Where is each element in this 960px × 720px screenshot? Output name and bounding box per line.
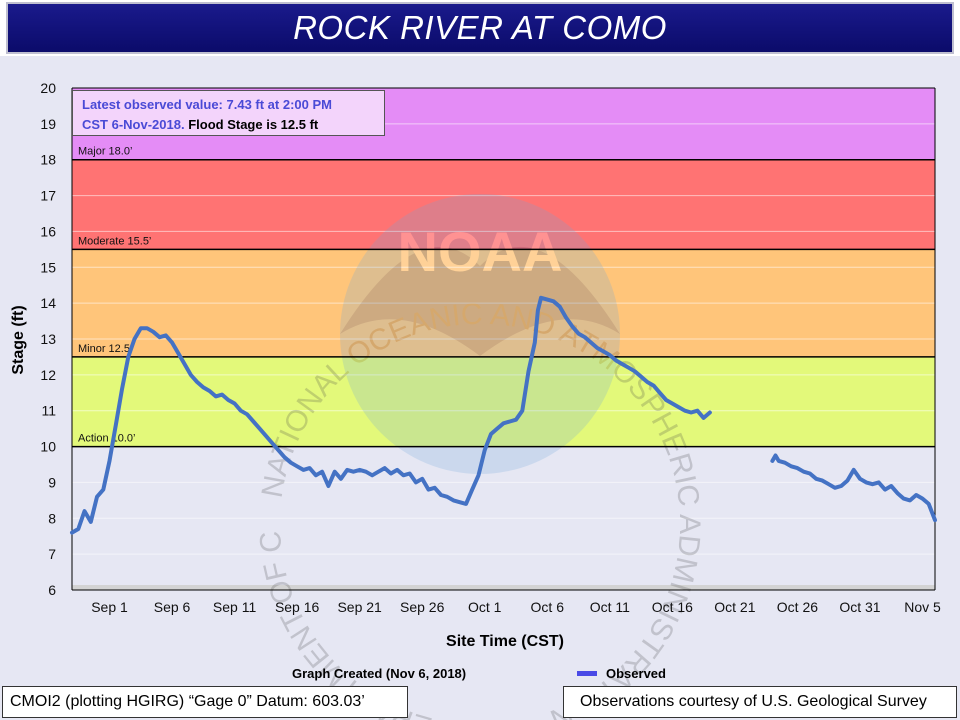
y-tick-label-13: 13 — [40, 331, 56, 347]
y-tick-label-18: 18 — [40, 152, 56, 168]
y-tick-label-19: 19 — [40, 116, 56, 132]
threshold-label-action: Action 10.0’ — [78, 433, 135, 445]
graph-created-label: Graph Created (Nov 6, 2018) — [292, 666, 467, 681]
axes: 6 7 8 9 10 11 12 13 14 15 16 17 18 19 20 Sep 1 Sep 6 Sep … — [40, 80, 941, 615]
threshold-label-minor: Minor 12.5’ — [78, 343, 132, 355]
x-tick-label-sep-21: Sep 21 — [337, 599, 382, 615]
plot-area: NOAA NATIONAL OCEANIC AND ATMOSPHERIC AD… — [0, 56, 960, 720]
noaa-emblem-disc — [340, 194, 620, 474]
axis-bottom-strip — [72, 585, 935, 590]
noaa-logo-text: NOAA — [398, 220, 563, 283]
x-tick-label-oct-1: Oct 1 — [468, 599, 502, 615]
x-tick-label-sep-1: Sep 1 — [91, 599, 128, 615]
observed-series — [70, 295, 937, 535]
x-tick-label-sep-16: Sep 16 — [275, 599, 320, 615]
legend-swatch-observed — [577, 671, 597, 676]
y-tick-label-12: 12 — [40, 367, 56, 383]
observed-line-segment-2 — [770, 453, 937, 523]
x-tick-label-oct-16: Oct 16 — [652, 599, 693, 615]
y-tick-label-20: 20 — [40, 80, 56, 96]
flood-stage-text: Flood Stage is 12.5 ft — [184, 117, 319, 132]
x-tick-label-oct-6: Oct 6 — [531, 599, 565, 615]
threshold-label-moderate: Moderate 15.5’ — [78, 235, 151, 247]
x-axis-label: Site Time (CST) — [446, 633, 564, 650]
y-tick-label-16: 16 — [40, 223, 56, 239]
x-tick-label-sep-26: Sep 26 — [400, 599, 445, 615]
legend-label-observed: Observed — [606, 666, 666, 681]
x-tick-label-nov-5: Nov 5 — [904, 599, 941, 615]
observed-line-segment-1 — [70, 295, 712, 535]
threshold-label-major: Major 18.0’ — [78, 146, 132, 158]
y-tick-label-9: 9 — [48, 474, 56, 490]
title-bar: ROCK RIVER AT COMO — [6, 2, 954, 54]
chart-svg: NOAA NATIONAL OCEANIC AND ATMOSPHERIC AD… — [0, 56, 941, 720]
y-tick-label-6: 6 — [48, 582, 56, 598]
credit-text: Observations courtesy of U.S. Geological… — [580, 693, 927, 710]
x-tick-label-sep-11: Sep 11 — [213, 599, 257, 615]
datum-text: CMOI2 (plotting HGIRG) “Gage 0” Datum: 6… — [10, 693, 365, 710]
x-tick-label-oct-31: Oct 31 — [839, 599, 880, 615]
y-tick-label-10: 10 — [40, 439, 56, 455]
y-axis-label: Stage (ft) — [10, 305, 27, 374]
x-tick-label-oct-21: Oct 21 — [714, 599, 755, 615]
y-tick-label-17: 17 — [40, 188, 56, 204]
y-tick-label-14: 14 — [40, 295, 56, 311]
y-tick-label-15: 15 — [40, 259, 56, 275]
band-moderate — [72, 159, 935, 250]
y-tick-label-7: 7 — [48, 546, 56, 562]
y-tick-label-11: 11 — [41, 403, 56, 419]
latest-date-text: CST 6-Nov-2018. — [82, 117, 185, 132]
credit-box: Observations courtesy of U.S. Geological… — [563, 686, 957, 718]
datum-box: CMOI2 (plotting HGIRG) “Gage 0” Datum: 6… — [2, 686, 408, 718]
band-action — [72, 356, 935, 447]
y-tick-label-8: 8 — [48, 510, 56, 526]
latest-observation-box: Latest observed value: 7.43 ft at 2:00 P… — [72, 90, 385, 136]
flood-category-labels: Action 10.0’ Minor 12.5’ Moderate 15.5’ Maj… — [72, 146, 935, 448]
x-tick-label-oct-26: Oct 26 — [777, 599, 818, 615]
x-tick-label-oct-11: Oct 11 — [590, 599, 630, 615]
legend: Observed — [577, 666, 666, 681]
chart-title: ROCK RIVER AT COMO — [293, 9, 667, 46]
noaa-bird-shape — [340, 246, 620, 356]
latest-value-text: Latest observed value: 7.43 ft at 2:00 P… — [82, 97, 332, 112]
x-tick-label-sep-6: Sep 6 — [154, 599, 191, 615]
